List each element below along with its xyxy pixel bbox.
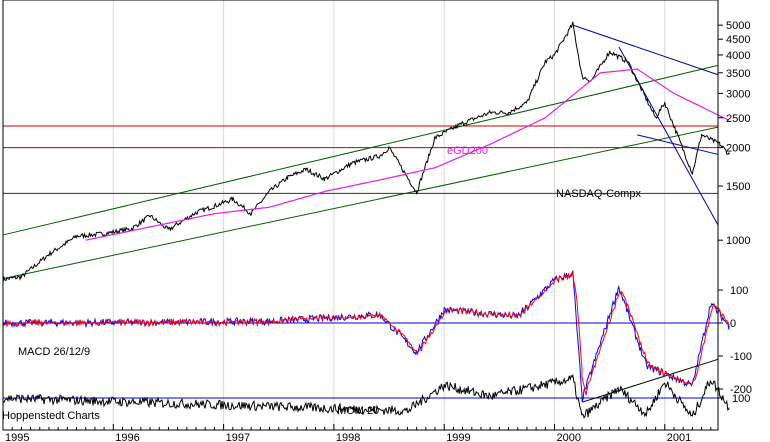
mom-label: MOM 20 (337, 405, 379, 417)
x-tick-label: 2001 (667, 432, 691, 442)
price-line (2, 21, 730, 283)
chart-axes: 1995 1996 1997 1998 1999 2000 2001100015002000… (2, 0, 752, 442)
y-tick-label: 2000 (726, 143, 750, 155)
macd-tick-label: -200 (730, 384, 752, 396)
downtrend-inner-line (637, 134, 719, 155)
macd-signal-line (2, 271, 730, 396)
plot-frame (2, 0, 719, 431)
y-tick-label: 4500 (726, 34, 750, 46)
y-tick-label: 1000 (726, 235, 750, 247)
chart-levels (2, 24, 719, 403)
macd-tick-label: 100 (730, 285, 748, 297)
x-tick-label: 2000 (557, 432, 581, 442)
x-tick-label: 1999 (446, 432, 470, 442)
source-label: Hoppenstedt Charts (2, 410, 100, 422)
y-tick-label: 2500 (726, 113, 750, 125)
ma-line (85, 68, 730, 241)
y-tick-label: 3000 (726, 88, 750, 100)
x-tick-label: 1998 (336, 432, 360, 442)
y-tick-label: 3500 (726, 68, 750, 80)
macd-tick-label: 0 (730, 318, 736, 330)
x-tick-label: 1996 (115, 432, 139, 442)
chart-grid (2, 0, 718, 430)
y-tick-label: 1500 (726, 181, 750, 193)
macd-tick-label: -100 (730, 351, 752, 363)
macd-line (2, 269, 730, 402)
x-tick-label: 1997 (226, 432, 250, 442)
downtrend-upper-line (572, 24, 719, 76)
x-tick-label: 1995 (5, 432, 29, 442)
mom-line (2, 373, 730, 419)
y-tick-label: 4000 (726, 50, 750, 62)
chart-series (2, 21, 730, 419)
ma-label: eGD200 (447, 145, 488, 157)
mom-tick-label: 100 (732, 393, 750, 405)
macd-trend-line (581, 358, 719, 403)
macd-label: MACD 26/12/9 (18, 346, 90, 358)
y-tick-label: 5000 (726, 20, 750, 32)
channel-upper-line (2, 64, 719, 236)
channel-lower-line (2, 126, 719, 280)
series-label: NASDAQ-Compx (556, 188, 641, 200)
